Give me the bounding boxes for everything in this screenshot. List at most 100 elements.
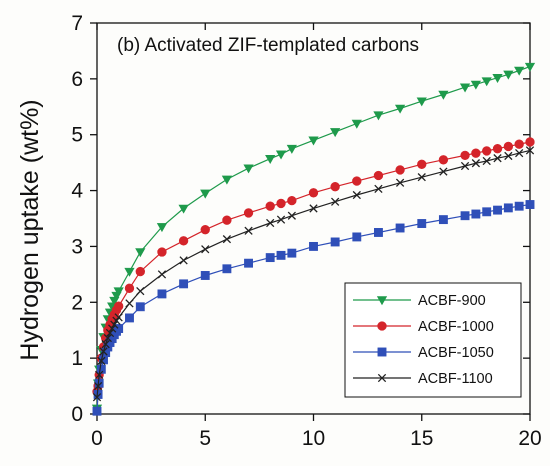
data-point	[525, 146, 535, 155]
data-point	[97, 356, 106, 366]
data-point	[309, 204, 318, 213]
data-point	[525, 200, 535, 209]
data-point	[244, 226, 253, 235]
data-point	[439, 167, 448, 176]
data-point	[276, 215, 286, 224]
data-point	[503, 70, 514, 80]
data-point	[460, 211, 470, 221]
legend: ACBF-900 ACBF-1000 ACBF-1050 ACBF-1100	[344, 282, 522, 398]
data-point	[157, 289, 167, 299]
data-point	[276, 198, 286, 209]
data-point	[395, 223, 405, 233]
y-tick-label: 6	[71, 68, 83, 91]
data-point	[503, 203, 513, 213]
y-axis-title: Hydrogen uptake (wt%)	[16, 99, 44, 360]
data-point	[113, 301, 124, 311]
data-point	[330, 181, 340, 192]
data-point	[156, 223, 168, 233]
x-axis: 0 5 10 15 20	[91, 23, 542, 450]
data-point	[276, 250, 286, 260]
legend-marker	[377, 347, 387, 357]
legend-label: ACBF-1050	[418, 345, 494, 361]
data-point	[93, 381, 103, 391]
data-point	[471, 148, 481, 158]
data-point	[287, 211, 296, 220]
data-point	[201, 245, 210, 254]
data-point	[179, 279, 189, 289]
data-point	[460, 150, 470, 161]
data-point	[492, 73, 503, 83]
data-point	[114, 324, 124, 333]
data-point	[330, 237, 340, 247]
legend-label: ACBF-900	[418, 293, 486, 309]
data-point	[135, 248, 146, 258]
data-point	[135, 302, 145, 312]
data-point	[514, 139, 524, 149]
x-tick-label: 15	[410, 427, 433, 450]
x-tick-label: 5	[199, 427, 211, 450]
series-acbf-900	[91, 62, 536, 414]
y-tick-label: 7	[71, 12, 83, 35]
data-point	[244, 258, 253, 268]
data-point	[114, 313, 123, 322]
data-point	[113, 287, 124, 297]
data-point	[331, 197, 340, 206]
legend-item: ACBF-1000	[353, 319, 494, 335]
data-point	[136, 286, 145, 296]
data-point	[287, 248, 297, 258]
y-tick-label: 4	[71, 180, 83, 203]
data-point	[222, 235, 232, 244]
data-point	[416, 97, 427, 107]
data-point	[374, 184, 383, 194]
data-point	[394, 104, 406, 114]
data-point	[460, 161, 470, 171]
data-point	[351, 119, 362, 129]
data-point	[492, 144, 503, 154]
legend-label: ACBF-1000	[418, 319, 494, 335]
data-point	[493, 205, 502, 215]
data-point	[515, 149, 524, 158]
data-point	[470, 80, 481, 90]
data-point	[471, 159, 481, 168]
data-point	[135, 266, 145, 277]
y-tick-label: 0	[71, 403, 83, 426]
data-point	[438, 90, 449, 100]
data-point	[438, 215, 448, 225]
data-point	[103, 333, 112, 343]
data-point	[503, 141, 514, 152]
legend-item: ACBF-900	[353, 293, 486, 309]
x-tick-label: 20	[518, 427, 541, 450]
data-point	[221, 175, 233, 185]
y-axis: 0 1 2 3 4 5 6 7	[71, 12, 530, 426]
y-tick-label: 3	[71, 235, 83, 258]
data-point	[95, 370, 104, 380]
legend-item: ACBF-1100	[353, 371, 493, 387]
legend-item: ACBF-1050	[353, 345, 494, 361]
data-point	[459, 83, 471, 93]
data-point	[125, 313, 134, 323]
chart-title: (b) Activated ZIF-templated carbons	[117, 35, 419, 56]
data-point	[243, 208, 254, 218]
data-point	[287, 195, 297, 206]
series-acbf-1100	[92, 146, 535, 402]
data-point	[438, 155, 449, 165]
data-point	[352, 190, 361, 200]
data-point	[374, 228, 383, 237]
data-point	[309, 241, 318, 251]
data-point	[157, 270, 167, 279]
data-point	[157, 247, 167, 257]
data-point	[395, 165, 405, 175]
data-point	[105, 328, 115, 338]
data-point	[266, 218, 275, 228]
data-point	[178, 236, 189, 246]
series-layer	[91, 62, 536, 416]
data-point	[525, 137, 535, 147]
data-point	[417, 219, 427, 228]
data-point	[471, 209, 481, 219]
data-point	[417, 159, 427, 169]
data-point	[92, 393, 102, 402]
data-point	[222, 264, 232, 274]
data-point	[308, 136, 319, 146]
legend-marker	[377, 321, 387, 331]
data-point	[481, 77, 492, 87]
